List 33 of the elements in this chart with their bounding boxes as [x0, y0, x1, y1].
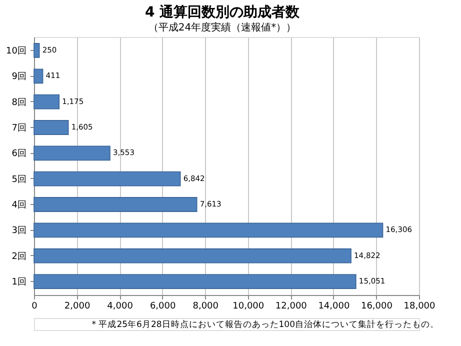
x-tick-label: 18,000 [404, 302, 436, 312]
y-tick-label: 6回 [12, 149, 26, 160]
y-tick-label: 3回 [12, 226, 26, 236]
y-tick-label: 2回 [12, 252, 26, 262]
bar [34, 146, 110, 161]
bar [34, 248, 352, 264]
bar [34, 68, 44, 84]
x-tick-label: 6,000 [150, 302, 176, 312]
x-tick-label: 12,000 [275, 302, 308, 312]
text: * 平成25年6月28日時点において報告のあった100自治体について集計を行ったもの。 [92, 319, 439, 330]
bar [34, 222, 384, 238]
y-tick-label: 9回 [12, 72, 26, 82]
x-tick-label: 16,000 [360, 302, 393, 312]
bar [34, 43, 40, 58]
bar [34, 197, 198, 212]
x-tick-label: 10,000 [232, 302, 264, 312]
bar [34, 274, 356, 289]
x-tick-label: 8,000 [192, 302, 219, 312]
bar [34, 120, 69, 135]
y-tick-label: 10回 [6, 46, 26, 56]
x-tick-label: 14,000 [318, 302, 350, 312]
y-tick-label: 5回 [12, 174, 26, 185]
y-tick-label: 4回 [12, 200, 26, 211]
y-tick-label: 8回 [12, 98, 26, 108]
chart-subtitle: （平成24年度実績（速報値*）） [148, 22, 296, 34]
bar [34, 94, 60, 110]
x-tick-label: 0 [32, 302, 38, 312]
chart-title: 4 通算回数別の助成者数 [144, 4, 301, 20]
y-tick-label: 1回 [12, 278, 26, 288]
x-tick-label: 4,000 [107, 302, 134, 312]
x-tick-label: 2,000 [64, 302, 90, 312]
y-tick-label: 7回 [12, 123, 26, 134]
bar [34, 171, 181, 186]
